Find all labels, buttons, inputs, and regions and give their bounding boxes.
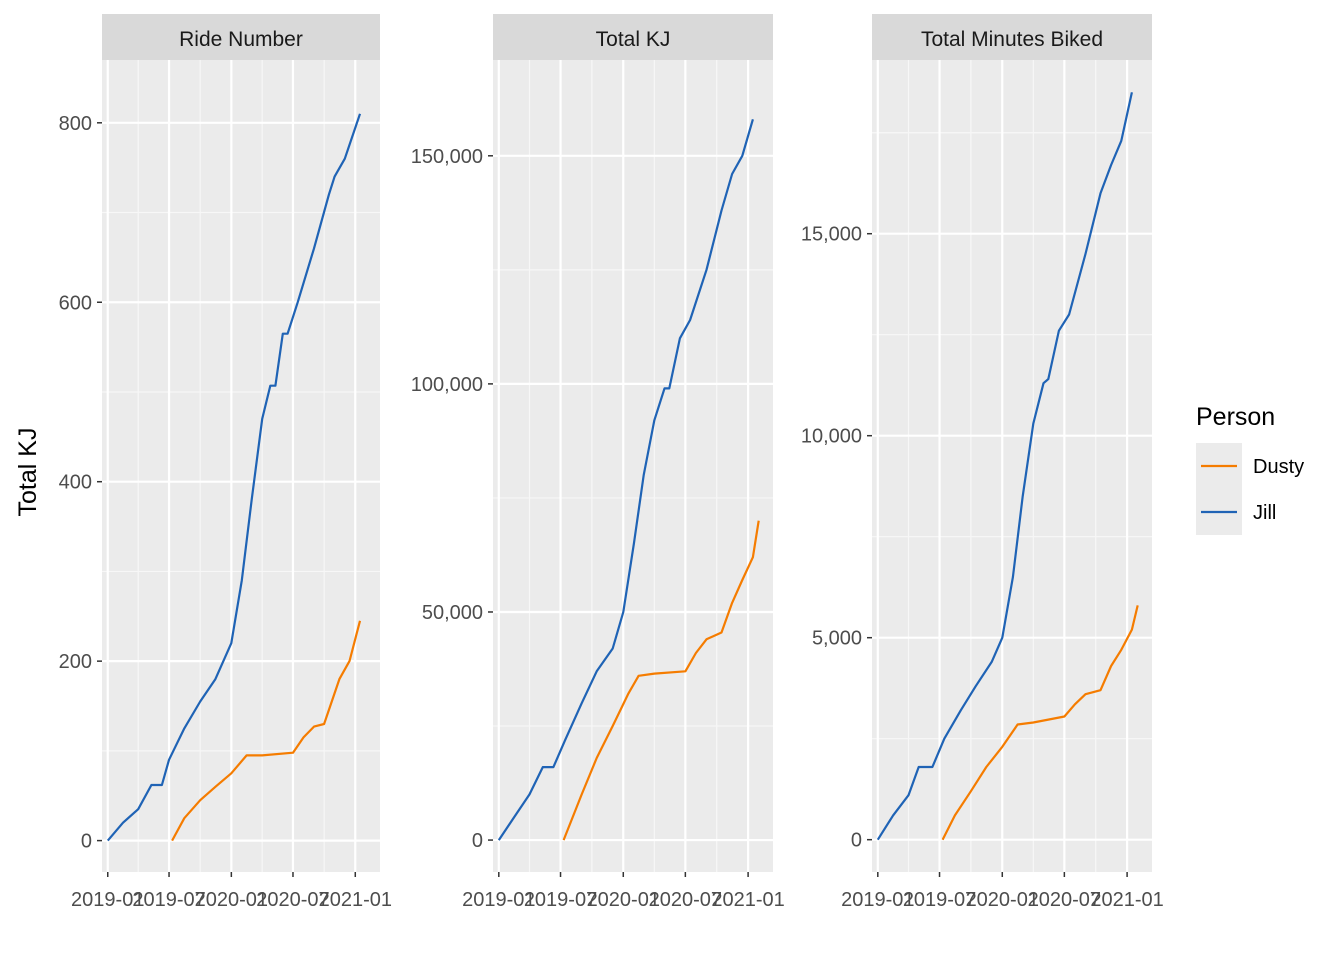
x-tick-label: 2020-01 (587, 889, 660, 911)
panel-background (493, 60, 773, 872)
y-tick-label: 50,000 (422, 602, 483, 624)
x-tick-label: 2020-01 (195, 889, 268, 911)
x-tick-label: 2020-07 (1028, 889, 1101, 911)
series-line-jill (497, 118, 754, 841)
y-tick-label: 5,000 (812, 628, 862, 650)
y-tick-label: 0 (81, 831, 92, 853)
y-tick-label: 150,000 (411, 146, 483, 168)
series-line-dusty (171, 620, 362, 842)
series-line-jill (106, 113, 362, 842)
legend-item-dusty: Dusty (1196, 443, 1304, 489)
y-tick-label: 10,000 (801, 426, 862, 448)
x-tick-label: 2020-07 (256, 889, 329, 911)
legend-label: Jill (1253, 502, 1276, 524)
legend: Person Dusty Jill (1196, 403, 1304, 535)
x-tick-label: 2019-01 (71, 889, 144, 911)
y-tick-label: 600 (59, 292, 92, 314)
legend-title: Person (1196, 403, 1275, 431)
y-tick-label: 200 (59, 651, 92, 673)
facet-strip (102, 14, 380, 60)
x-tick-label: 2019-07 (132, 889, 205, 911)
legend-item-jill: Jill (1196, 489, 1276, 535)
legend-label: Dusty (1253, 456, 1304, 478)
panel-background (872, 60, 1152, 872)
y-tick-label: 0 (472, 830, 483, 852)
series-line-dusty (941, 605, 1139, 841)
facet-title: Ride Number (179, 28, 303, 51)
x-tick-label: 2020-01 (966, 889, 1039, 911)
series-line-dusty (562, 520, 760, 841)
series-line-jill (876, 92, 1133, 841)
panel-background (102, 60, 380, 872)
y-tick-label: 0 (851, 830, 862, 852)
panel-2: Total KJ 0 50,000 100,000 150,000 2019-012019… (411, 14, 785, 911)
facet-strip (493, 14, 773, 60)
y-tick-label: 400 (59, 472, 92, 494)
x-tick-label: 2021-01 (1090, 889, 1163, 911)
x-tick-label: 2019-07 (903, 889, 976, 911)
facet-strip (872, 14, 1152, 60)
x-tick-label: 2021-01 (711, 889, 784, 911)
y-tick-label: 100,000 (411, 374, 483, 396)
x-tick-label: 2020-07 (649, 889, 722, 911)
panel-1: Ride Number02004006008002019-012019-0720… (59, 14, 392, 911)
y-axis-title: Total KJ (14, 428, 42, 517)
y-tick-label: 800 (59, 113, 92, 135)
y-tick-label: 15,000 (801, 224, 862, 246)
x-tick-label: 2019-01 (841, 889, 914, 911)
x-tick-label: 2019-07 (524, 889, 597, 911)
chart-panels: Ride Number02004006008002019-012019-0720… (59, 14, 1164, 911)
x-tick-label: 2021-01 (319, 889, 392, 911)
x-tick-label: 2019-01 (462, 889, 535, 911)
facet-title: Total KJ (596, 28, 671, 51)
panel-3: Total Minutes Biked 0 5,000 10,000 15,000 201… (801, 14, 1164, 911)
facet-title: Total Minutes Biked (921, 28, 1103, 51)
legend-items: Dusty Jill (1196, 443, 1304, 535)
